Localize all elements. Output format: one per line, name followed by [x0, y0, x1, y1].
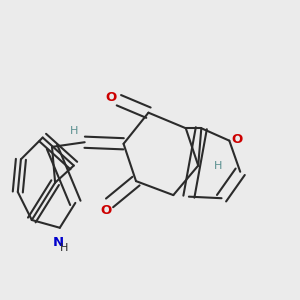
Text: N: N: [53, 236, 64, 248]
Text: H: H: [60, 243, 69, 253]
Text: O: O: [106, 91, 117, 104]
Text: H: H: [214, 160, 222, 171]
Text: O: O: [101, 204, 112, 217]
Text: H: H: [70, 126, 78, 136]
Text: O: O: [232, 133, 243, 146]
